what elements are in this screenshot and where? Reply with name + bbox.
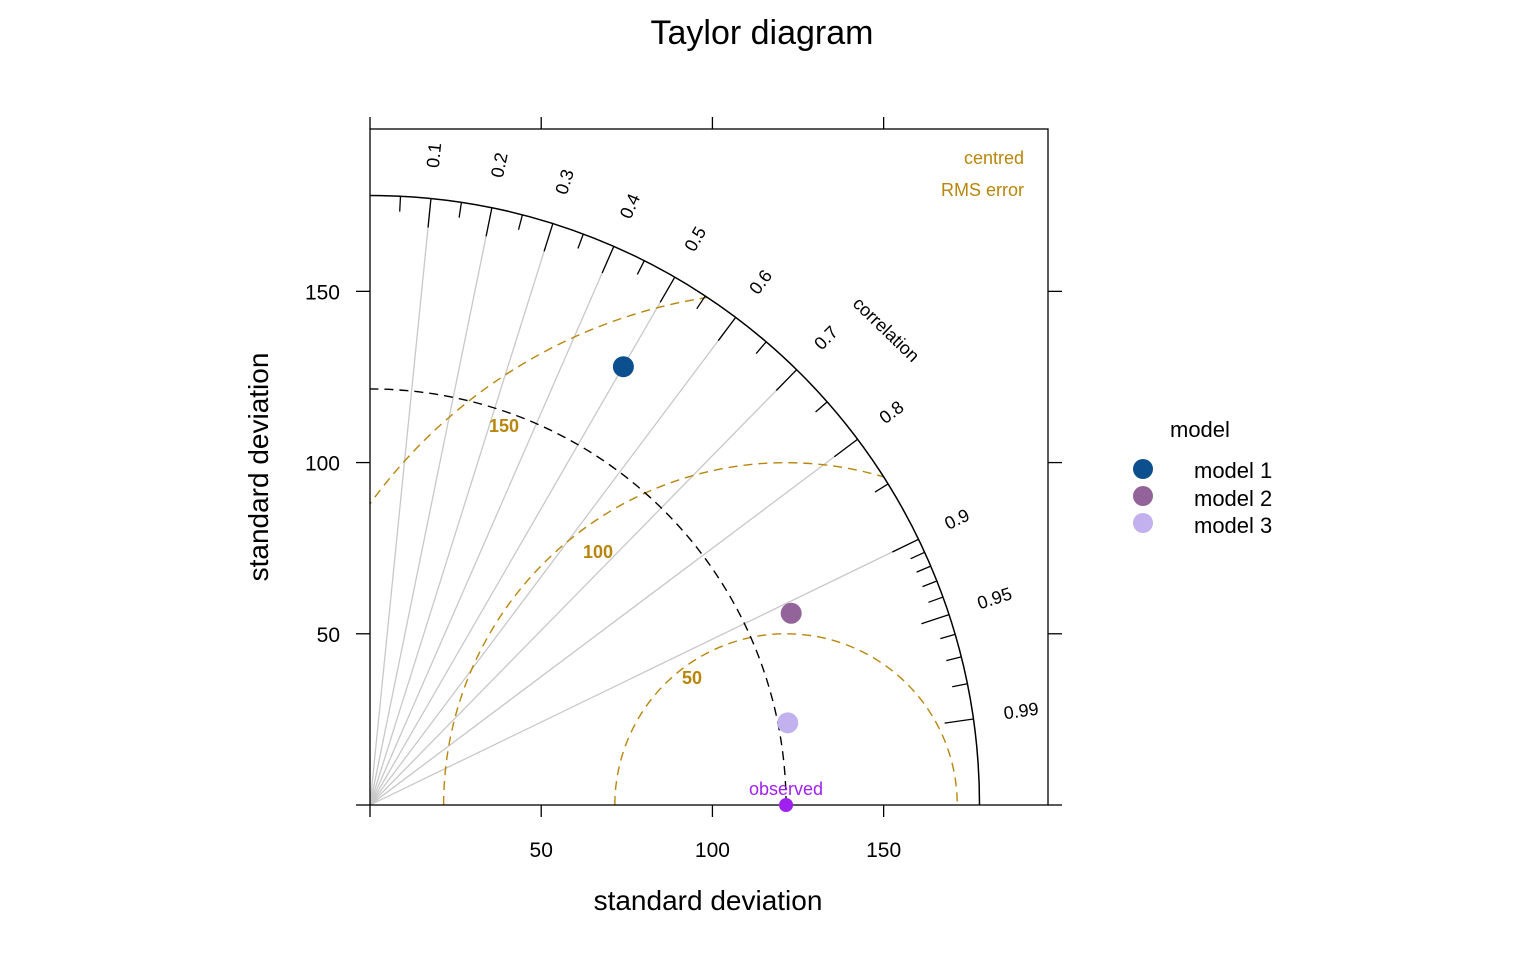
legend-label-model-2: model 2 xyxy=(1194,486,1272,511)
grid-layer: 50 100 150 xyxy=(369,198,980,806)
correlation-arc xyxy=(369,194,981,806)
correlation-tick-label: 0.6 xyxy=(745,266,776,298)
observed-point xyxy=(779,798,794,812)
legend-label-model-1: model 1 xyxy=(1194,458,1272,483)
correlation-tick xyxy=(921,614,950,625)
correlation-ray xyxy=(369,207,493,806)
rms-contour-label: 150 xyxy=(489,416,519,436)
correlation-tick xyxy=(427,198,432,228)
rms-contour-label: 50 xyxy=(682,668,702,688)
correlation-tick xyxy=(874,483,889,493)
correlation-tick xyxy=(944,718,974,724)
legend-marker-model-3 xyxy=(1133,513,1153,533)
correlation-tick xyxy=(696,295,706,310)
rms-contour xyxy=(614,633,958,805)
observed-label: observed xyxy=(749,779,823,799)
rms-header-line2: RMS error xyxy=(941,180,1024,200)
legend-marker-model-2 xyxy=(1133,486,1153,506)
correlation-tick-label: 0.1 xyxy=(423,142,445,169)
correlation-tick xyxy=(892,538,919,553)
data-point-model-2 xyxy=(780,602,802,624)
correlation-tick-label: 0.99 xyxy=(1002,699,1040,724)
correlation-tick-label: 0.5 xyxy=(680,223,710,255)
correlation-ray xyxy=(369,369,798,806)
x-tick-label: 150 xyxy=(866,839,901,862)
correlation-tick xyxy=(517,214,524,230)
correlation-ray xyxy=(369,438,859,806)
chart-title: Taylor diagram xyxy=(651,14,874,52)
correlation-tick xyxy=(755,341,767,354)
correlation-tick xyxy=(952,683,968,688)
correlation-ray xyxy=(369,538,919,806)
correlation-tick xyxy=(601,246,615,274)
correlation-tick xyxy=(775,369,798,391)
data-point-model-3 xyxy=(777,712,799,734)
correlation-tick xyxy=(636,260,645,275)
correlation-tick xyxy=(940,633,956,640)
legend-title: model xyxy=(1170,417,1230,442)
y-tick-label: 100 xyxy=(305,453,340,476)
y-tick-label: 50 xyxy=(317,624,340,647)
correlation-tick xyxy=(922,580,938,588)
rms-contour xyxy=(442,461,980,805)
y-axis-label: standard deviation xyxy=(243,353,274,582)
legend: model model 1 model 2 model 3 xyxy=(1133,417,1272,538)
correlation-tick xyxy=(717,316,737,342)
correlation-tick-label: 0.9 xyxy=(941,505,972,534)
correlation-tick-label: 0.7 xyxy=(810,322,842,354)
correlation-tick xyxy=(815,401,828,413)
correlation-tick xyxy=(659,276,676,303)
correlation-tick-label: 0.8 xyxy=(876,397,908,428)
rms-contour-label: 100 xyxy=(583,542,613,562)
correlation-tick xyxy=(399,196,402,212)
correlation-ray xyxy=(369,223,554,806)
legend-marker-model-1 xyxy=(1133,459,1153,479)
x-tick-label: 100 xyxy=(695,839,730,862)
correlation-tick xyxy=(916,565,932,573)
rms-header-line1: centred xyxy=(964,148,1024,168)
correlation-ray xyxy=(369,316,737,806)
x-tick-label: 50 xyxy=(530,839,553,862)
legend-label-model-3: model 3 xyxy=(1194,513,1272,538)
correlation-tick xyxy=(485,207,493,237)
y-tick-label: 150 xyxy=(305,281,340,304)
correlation-axis-label: correlation xyxy=(849,293,923,366)
correlation-tick xyxy=(910,551,925,560)
observed-sd-arc xyxy=(369,388,787,806)
correlation-tick-label: 0.4 xyxy=(616,191,644,222)
correlation-tick xyxy=(543,223,554,252)
correlation-tick xyxy=(577,233,584,249)
correlation-tick-label: 0.2 xyxy=(487,151,512,180)
correlation-tick xyxy=(458,202,463,218)
correlation-ray xyxy=(369,198,432,806)
correlation-tick xyxy=(833,438,859,458)
plot-frame xyxy=(369,128,1049,806)
x-axis-label: standard deviation xyxy=(594,885,823,916)
correlation-tick-label: 0.95 xyxy=(975,583,1015,613)
points-layer: observed xyxy=(612,356,823,812)
correlation-tick-label: 0.3 xyxy=(551,167,578,197)
correlation-tick xyxy=(928,596,944,603)
correlation-ray xyxy=(369,246,615,806)
data-point-model-1 xyxy=(612,356,634,378)
correlation-tick xyxy=(946,656,962,662)
